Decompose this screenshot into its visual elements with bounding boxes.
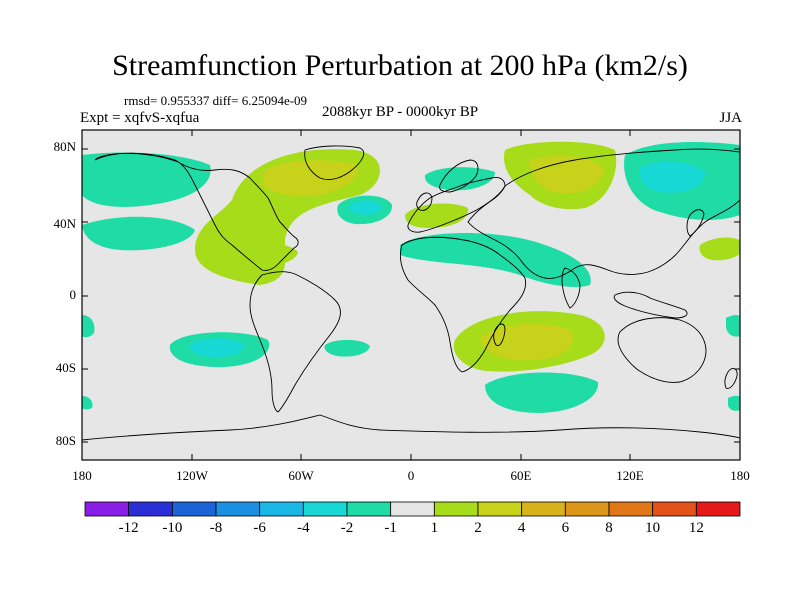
- colorbar-label: -10: [162, 520, 182, 536]
- latitude-labels: 80N 40N 0 40S 80S: [54, 139, 77, 448]
- colorbar-swatch: [608, 501, 654, 517]
- colorbar-label: 12: [689, 520, 704, 536]
- anomaly-north-america-core: [262, 160, 358, 196]
- anomaly-indian-ocean-core: [480, 323, 574, 361]
- anomaly-mid-atlantic-core: [349, 200, 382, 215]
- anomaly-south-atlantic-negative: [324, 339, 370, 357]
- colorbar-swatch: [171, 501, 217, 517]
- anomaly-se-pacific-core: [189, 338, 245, 358]
- anomaly-barents-core: [530, 155, 605, 194]
- colorbar-swatch: [521, 501, 566, 517]
- period-label: 2088kyr BP - 0000kyr BP: [322, 104, 479, 120]
- coastlines: [82, 145, 740, 441]
- anomaly-west-edge-negative: [82, 315, 95, 338]
- colorbar-label: -12: [119, 520, 139, 536]
- coastline-africa: [399, 236, 527, 373]
- colorbar-swatch: [695, 501, 741, 517]
- coastline-japan: [686, 209, 705, 237]
- colorbar-swatch: [84, 501, 130, 517]
- axis-ticks: [81, 130, 741, 460]
- colorbar-label: -2: [341, 520, 354, 536]
- colorbar-label: 10: [645, 520, 660, 536]
- colorbar-swatch: [564, 501, 610, 517]
- anomaly-west-edge-negative-2: [82, 396, 93, 410]
- anomaly-east-pacific-negative: [82, 152, 211, 207]
- anomaly-east-edge-negative: [726, 315, 740, 337]
- lon-label-180e: 180: [730, 468, 750, 483]
- colorbar-label: -6: [253, 520, 266, 536]
- coastline-indonesia: [613, 291, 688, 319]
- lat-label-40s: 40S: [56, 360, 76, 375]
- lon-label-120e: 120E: [616, 468, 644, 483]
- lat-label-80s: 80S: [56, 433, 76, 448]
- colorbar-swatch: [259, 501, 304, 517]
- lon-label-120w: 120W: [176, 468, 209, 483]
- lat-label-0: 0: [70, 287, 77, 302]
- anomaly-north-pacific-negative: [82, 216, 195, 251]
- longitude-labels: 180 120W 60W 0 60E 120E 180: [72, 468, 750, 483]
- colorbar-swatch: [346, 501, 392, 517]
- anomaly-siberia-core: [639, 161, 705, 193]
- stats-line: rmsd= 0.955337 diff= 6.25094e-09: [124, 93, 308, 108]
- colorbar-swatch: [477, 501, 523, 517]
- colorbar-label: 2: [474, 520, 482, 536]
- colorbar-label: -4: [297, 520, 310, 536]
- coastline-australia: [617, 317, 707, 383]
- colorbar-label: 4: [518, 520, 526, 536]
- colorbar-label: 8: [605, 520, 613, 536]
- coastline-india: [561, 267, 581, 309]
- lat-label-40n: 40N: [54, 216, 77, 231]
- season-label: JJA: [719, 110, 742, 126]
- experiment-label: Expt = xqfvS-xqfua: [80, 110, 200, 126]
- colorbar-swatch: [215, 501, 261, 517]
- colorbar-swatch: [652, 501, 697, 517]
- anomaly-west-pacific-positive: [699, 237, 740, 261]
- anomaly-north-africa-negative: [400, 232, 591, 287]
- coastline-antarctica: [82, 414, 740, 441]
- coastline-uk: [416, 192, 433, 211]
- lat-label-80n: 80N: [54, 139, 77, 154]
- anomaly-southern-ocean-negative: [485, 372, 599, 413]
- coastline-south-america: [249, 271, 341, 413]
- lon-label-60e: 60E: [511, 468, 532, 483]
- anomaly-east-edge-negative-2: [728, 395, 740, 411]
- colorbar-swatch: [390, 501, 435, 517]
- coastline-greenland: [304, 145, 365, 181]
- colorbar-label: -1: [384, 520, 397, 536]
- lon-label-0: 0: [408, 468, 415, 483]
- colorbar-swatch: [128, 501, 173, 517]
- anomaly-east-atlantic-positive: [243, 243, 298, 267]
- colorbar-label: 1: [431, 520, 439, 536]
- coastline-north-america: [94, 152, 299, 271]
- lon-label-180w: 180: [72, 468, 92, 483]
- plot-title: Streamfunction Perturbation at 200 hPa (…: [112, 49, 688, 82]
- colorbar-swatch: [433, 501, 479, 517]
- colorbar-swatch: [302, 501, 348, 517]
- colorbar: [84, 501, 741, 517]
- colorbar-label: -8: [210, 520, 223, 536]
- colorbar-labels: -12 -10 -8 -6 -4 -2 -1 1 2 4 6 8 10 12: [119, 520, 704, 536]
- coastline-asia: [467, 148, 740, 279]
- colorbar-label: 6: [562, 520, 570, 536]
- contour-fields: [82, 141, 740, 441]
- anomaly-europe-positive: [405, 203, 469, 228]
- coastline-madagascar: [493, 323, 506, 347]
- coastline-scandinavia: [439, 159, 479, 193]
- lon-label-60w: 60W: [288, 468, 314, 483]
